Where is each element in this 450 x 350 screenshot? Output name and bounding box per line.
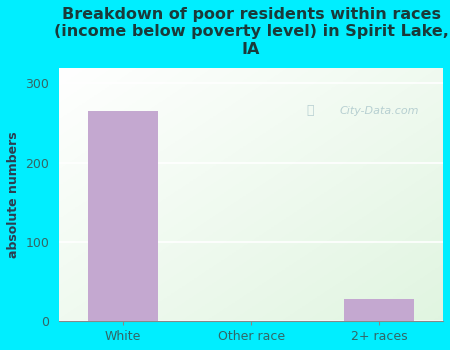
Y-axis label: absolute numbers: absolute numbers	[7, 131, 20, 258]
Title: Breakdown of poor residents within races
(income below poverty level) in Spirit : Breakdown of poor residents within races…	[54, 7, 449, 57]
Text: Ⓠ: Ⓠ	[307, 104, 315, 117]
Bar	[344, 299, 414, 321]
Text: City-Data.com: City-Data.com	[339, 106, 419, 116]
Bar	[88, 111, 158, 321]
